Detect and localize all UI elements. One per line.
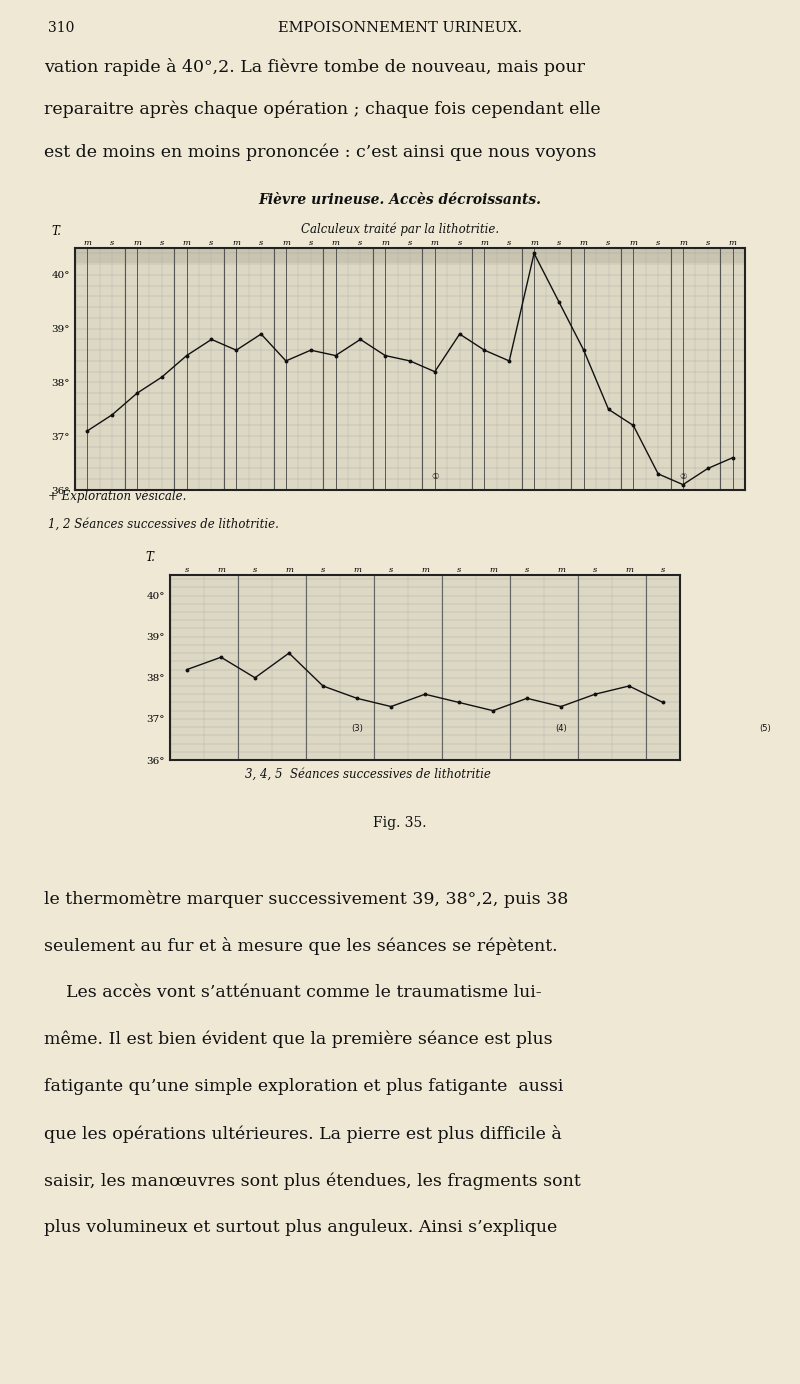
Text: 310: 310 — [48, 21, 74, 35]
Text: ②: ② — [679, 472, 686, 482]
Text: Les accès vont s’atténuant comme le traumatisme lui-: Les accès vont s’atténuant comme le trau… — [44, 984, 542, 1001]
Text: seulement au fur et à mesure que les séances se répètent.: seulement au fur et à mesure que les séa… — [44, 937, 558, 955]
Text: Calculeux traité par la lithotritie.: Calculeux traité par la lithotritie. — [301, 223, 499, 237]
Text: Fig. 35.: Fig. 35. — [374, 815, 426, 829]
Text: (4): (4) — [555, 724, 567, 734]
Text: même. Il est bien évident que la première séance est plus: même. Il est bien évident que la premièr… — [44, 1031, 553, 1049]
Text: le thermomètre marquer successivement 39, 38°,2, puis 38: le thermomètre marquer successivement 39… — [44, 890, 568, 908]
Text: T.: T. — [51, 226, 61, 238]
Text: 3, 4, 5  Séances successives de lithotritie: 3, 4, 5 Séances successives de lithotrit… — [245, 768, 491, 781]
Text: fatigante qu’une simple exploration et plus fatigante  aussi: fatigante qu’une simple exploration et p… — [44, 1078, 563, 1095]
Text: plus volumineux et surtout plus anguleux. Ainsi s’explique: plus volumineux et surtout plus anguleux… — [44, 1219, 558, 1236]
Text: 1, 2 Séances successives de lithotritie.: 1, 2 Séances successives de lithotritie. — [48, 518, 279, 530]
Text: saisir, les manœuvres sont plus étendues, les fragments sont: saisir, les manœuvres sont plus étendues… — [44, 1172, 581, 1189]
Text: vation rapide à 40°,2. La fièvre tombe de nouveau, mais pour: vation rapide à 40°,2. La fièvre tombe d… — [44, 58, 585, 76]
Text: Fièvre urineuse. Accès décroissants.: Fièvre urineuse. Accès décroissants. — [258, 192, 542, 206]
Text: (5): (5) — [759, 724, 771, 734]
Bar — [75, 248, 745, 263]
Text: EMPOISONNEMENT URINEUX.: EMPOISONNEMENT URINEUX. — [278, 21, 522, 35]
Text: est de moins en moins prononcée : c’est ainsi que nous voyons: est de moins en moins prononcée : c’est … — [44, 144, 596, 161]
Text: + Exploration vésicale.: + Exploration vésicale. — [48, 490, 186, 504]
Text: ①: ① — [431, 472, 438, 482]
Text: T.: T. — [146, 551, 155, 563]
Text: que les opérations ultérieures. La pierre est plus difficile à: que les opérations ultérieures. La pierr… — [44, 1125, 562, 1143]
Text: reparaitre après chaque opération ; chaque fois cependant elle: reparaitre après chaque opération ; chaq… — [44, 101, 601, 118]
Text: (3): (3) — [351, 724, 363, 734]
